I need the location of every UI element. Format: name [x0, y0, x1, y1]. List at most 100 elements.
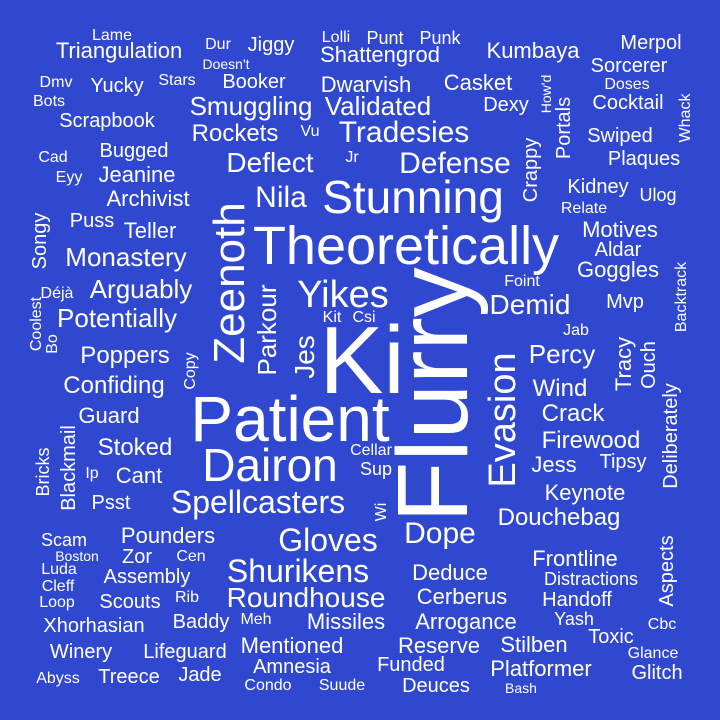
word-134: Cleff	[41, 578, 75, 595]
word-58: Reserve	[398, 633, 480, 658]
word-97: Songy	[29, 212, 51, 270]
word-55: Dwarvish	[320, 72, 412, 97]
word-27: Wind	[532, 375, 588, 402]
word-119: Foint	[504, 273, 540, 290]
word-80: Psst	[91, 492, 131, 514]
word-29: Firewood	[541, 427, 641, 454]
word-40: Pounders	[120, 523, 216, 548]
word-79: Winery	[49, 641, 113, 663]
word-76: Treece	[98, 666, 160, 688]
word-144: Condo	[244, 677, 292, 694]
word-117: Kit	[322, 309, 342, 326]
word-65: Toxic	[588, 626, 634, 648]
word-11: Gloves	[278, 522, 378, 558]
word-63: Deuces	[402, 675, 470, 697]
word-116: Copy	[182, 352, 199, 390]
word-130: Ip	[85, 465, 99, 482]
word-18: Nila	[255, 181, 307, 214]
word-31: Stoked	[97, 434, 173, 461]
word-96: Aspects	[656, 535, 678, 607]
word-109: Vu	[300, 123, 320, 140]
word-94: Portals	[553, 96, 575, 160]
word-54: Triangulation	[55, 38, 183, 63]
word-73: Zor	[122, 546, 152, 568]
word-33: Confiding	[63, 372, 165, 399]
word-102: Dur	[205, 36, 231, 53]
word-26: Percy	[528, 339, 596, 369]
word-86: Kidney	[567, 176, 629, 198]
word-129: Wi	[373, 502, 390, 522]
word-127: Cellar	[350, 442, 392, 459]
word-99: Bricks	[33, 447, 53, 497]
word-142: Glance	[627, 645, 679, 662]
word-101: Punk	[419, 28, 461, 48]
word-14: Tradesies	[338, 116, 470, 149]
word-3: Theoretically	[252, 216, 560, 276]
word-84: Swiped	[587, 125, 653, 147]
word-123: How'd	[538, 74, 554, 114]
word-34: Rockets	[191, 120, 279, 147]
word-141: Cbc	[647, 616, 677, 633]
word-43: Frontline	[532, 546, 618, 571]
word-111: Cad	[38, 149, 68, 166]
word-88: Mvp	[606, 291, 644, 313]
word-132: Boston	[55, 548, 99, 564]
word-30: Monastery	[65, 242, 187, 272]
word-35: Shattengrod	[320, 42, 440, 67]
word-81: Puss	[69, 210, 115, 232]
word-100: Punt	[366, 28, 404, 48]
word-75: Lifeguard	[143, 641, 227, 663]
word-52: Goggles	[577, 257, 659, 282]
word-6: Stunning	[322, 171, 504, 223]
word-121: Ulog	[639, 185, 677, 205]
word-124: Whack	[677, 93, 694, 143]
word-139: Distractions	[543, 569, 639, 589]
word-2: Patient	[190, 383, 390, 455]
word-98: Blackmail	[58, 425, 80, 511]
word-59: Stilben	[500, 632, 568, 657]
word-68: Jiggy	[247, 34, 295, 56]
word-21: Validated	[324, 91, 432, 121]
word-57: Mentioned	[240, 633, 344, 658]
word-107: Dmv	[39, 74, 73, 91]
word-89: Tipsy	[599, 451, 647, 473]
word-45: Deliberately	[660, 383, 682, 489]
word-92: Sorcerer	[590, 55, 668, 77]
word-136: Cen	[176, 548, 206, 565]
word-56: Casket	[443, 70, 513, 95]
word-113: Déjà	[40, 285, 74, 302]
word-23: Potentially	[57, 303, 177, 333]
word-1: Ki	[319, 307, 405, 414]
word-106: Stars	[158, 72, 196, 89]
word-4: Zeenoth	[205, 202, 254, 364]
word-128: Sup	[359, 459, 393, 479]
word-118: Csi	[352, 309, 376, 326]
word-46: Archivist	[106, 186, 190, 211]
word-17: Deflect	[226, 147, 314, 178]
word-135: Loop	[39, 594, 75, 611]
word-131: Scam	[40, 530, 88, 550]
word-32: Poppers	[80, 342, 170, 369]
word-16: Roundhouse	[226, 582, 386, 613]
word-78: Xhorhasian	[43, 615, 145, 637]
word-125: Backtrack	[673, 261, 690, 333]
word-115: Bo	[44, 334, 61, 354]
word-70: Scrapbook	[59, 110, 155, 132]
word-24: Douchebag	[497, 504, 621, 531]
word-51: Motives	[582, 217, 658, 242]
word-20: Smuggling	[189, 91, 313, 121]
word-50: Cant	[115, 463, 163, 488]
word-12: Defense	[399, 147, 511, 180]
word-5: Dairon	[202, 439, 338, 491]
word-90: Glitch	[631, 662, 683, 684]
word-42: Keynote	[544, 480, 626, 505]
word-74: Baddy	[172, 611, 230, 633]
word-114: Coolest	[28, 296, 45, 352]
word-133: Luda	[41, 561, 77, 578]
word-39: Deduce	[412, 560, 488, 585]
word-28: Crack	[541, 400, 605, 427]
word-69: Bugged	[99, 140, 169, 162]
word-13: Dope	[404, 517, 476, 550]
word-66: Yucky	[90, 75, 144, 97]
word-22: Demid	[489, 289, 571, 320]
